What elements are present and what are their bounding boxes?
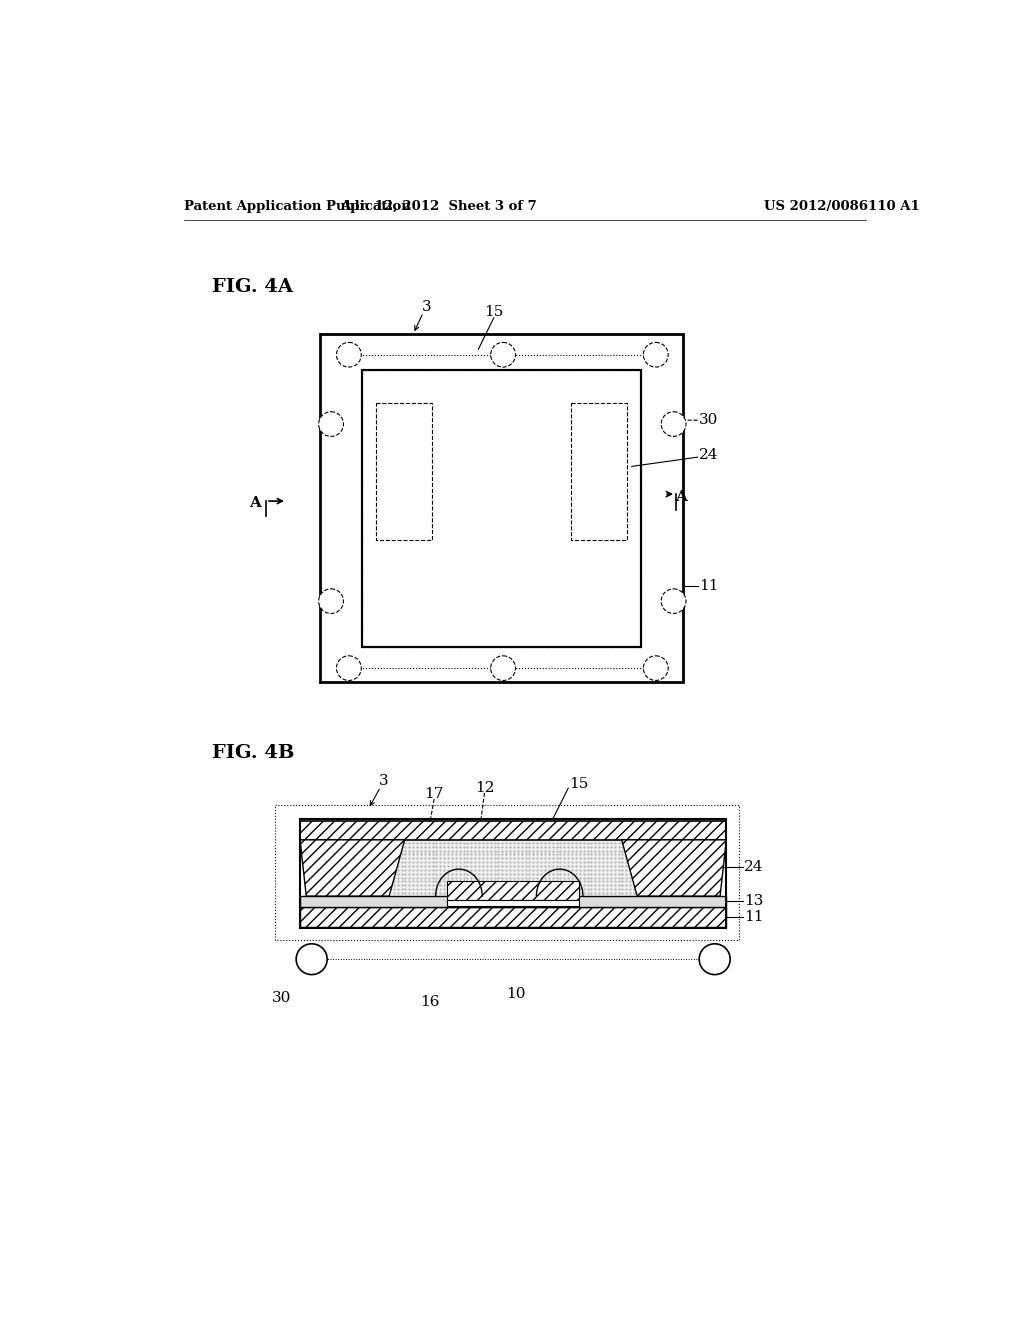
Text: 11: 11 <box>699 578 719 593</box>
Text: 12: 12 <box>475 781 495 795</box>
Text: 30: 30 <box>271 991 291 1005</box>
Circle shape <box>490 656 515 681</box>
Circle shape <box>318 589 343 614</box>
Circle shape <box>318 412 343 437</box>
Bar <box>447 900 579 906</box>
Circle shape <box>296 944 328 974</box>
Text: 3: 3 <box>379 774 388 788</box>
Bar <box>362 370 641 647</box>
Text: A: A <box>676 490 687 504</box>
Text: FIG. 4B: FIG. 4B <box>212 743 294 762</box>
Bar <box>376 404 432 540</box>
Circle shape <box>337 656 361 681</box>
Bar <box>571 404 627 540</box>
Text: 17: 17 <box>424 787 443 801</box>
Circle shape <box>662 412 686 437</box>
Text: 15: 15 <box>569 777 589 792</box>
Bar <box>300 896 726 907</box>
Circle shape <box>643 656 669 681</box>
Polygon shape <box>622 840 726 896</box>
Bar <box>300 907 726 927</box>
Bar <box>300 821 726 840</box>
Bar <box>447 880 579 900</box>
Text: A: A <box>249 496 261 511</box>
Text: 16: 16 <box>421 994 440 1008</box>
Text: Patent Application Publication: Patent Application Publication <box>183 199 411 213</box>
Bar <box>321 334 683 682</box>
Bar <box>391 840 636 896</box>
Bar <box>362 370 641 647</box>
Text: 24: 24 <box>699 447 719 462</box>
Polygon shape <box>300 840 404 896</box>
Text: Apr. 12, 2012  Sheet 3 of 7: Apr. 12, 2012 Sheet 3 of 7 <box>340 199 537 213</box>
Bar <box>275 805 738 940</box>
Bar <box>300 818 726 928</box>
Circle shape <box>662 589 686 614</box>
Text: 13: 13 <box>744 895 764 908</box>
Text: 15: 15 <box>484 305 504 319</box>
Circle shape <box>490 342 515 367</box>
Text: 3: 3 <box>422 300 431 314</box>
Bar <box>362 370 641 647</box>
Circle shape <box>643 342 669 367</box>
Circle shape <box>699 944 730 974</box>
Text: 10: 10 <box>506 987 525 1001</box>
Circle shape <box>337 342 361 367</box>
Text: 24: 24 <box>744 859 764 874</box>
Text: FIG. 4A: FIG. 4A <box>212 277 293 296</box>
Text: 30: 30 <box>699 413 719 428</box>
Text: 11: 11 <box>744 909 764 924</box>
Text: US 2012/0086110 A1: US 2012/0086110 A1 <box>764 199 920 213</box>
